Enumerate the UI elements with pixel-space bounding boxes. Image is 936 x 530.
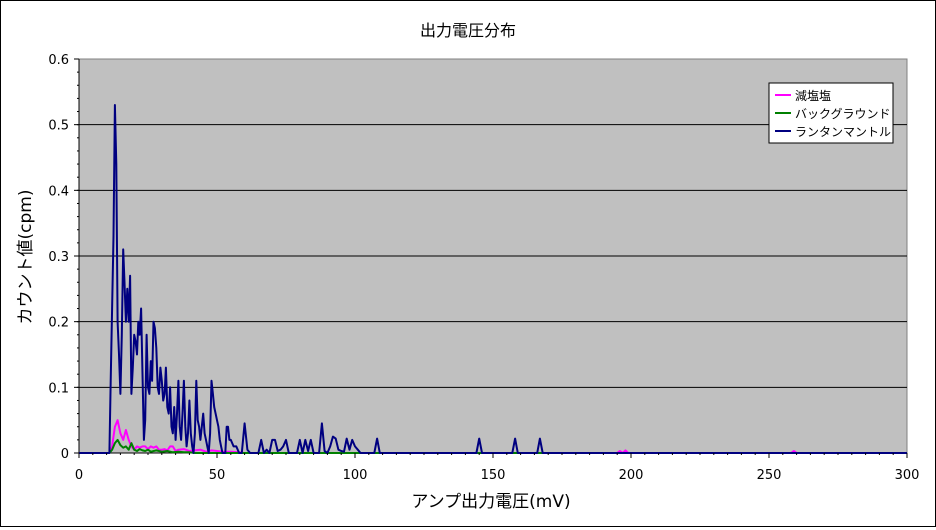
series-line-2 (79, 438, 907, 454)
chart-title: 出力電圧分布 (420, 21, 516, 40)
x-tick-label: 50 (209, 468, 226, 483)
x-tick-label: 0 (75, 468, 83, 483)
legend-label: バックグラウンド (795, 107, 891, 121)
x-tick-label: 100 (343, 468, 368, 483)
y-tick-label: 0 (61, 447, 69, 462)
y-tick-label: 0.6 (48, 53, 69, 68)
x-tick-label: 250 (757, 468, 782, 483)
y-tick-label: 0.5 (48, 119, 69, 134)
x-tick-label: 150 (481, 468, 506, 483)
x-axis-label: アンプ出力電圧(mV) (411, 492, 570, 512)
legend-label: 減塩塩 (795, 88, 831, 103)
x-axis-ticks: 0 50 100 150 200 250 300 (75, 453, 920, 483)
y-tick-label: 0.3 (48, 250, 69, 265)
y-tick-label: 0.2 (48, 316, 69, 331)
y-axis-label: カウント値(cpm) (16, 190, 36, 325)
series-line-3 (79, 104, 907, 454)
x-tick-label: 300 (895, 468, 920, 483)
x-tick-label: 200 (619, 468, 644, 483)
legend-label: ランタンマントル (795, 125, 891, 139)
y-tick-label: 0.1 (48, 381, 69, 396)
y-axis-ticks: 0 0.1 0.2 0.3 0.4 0.5 0.6 (48, 53, 79, 462)
y-tick-label: 0.4 (48, 184, 69, 199)
